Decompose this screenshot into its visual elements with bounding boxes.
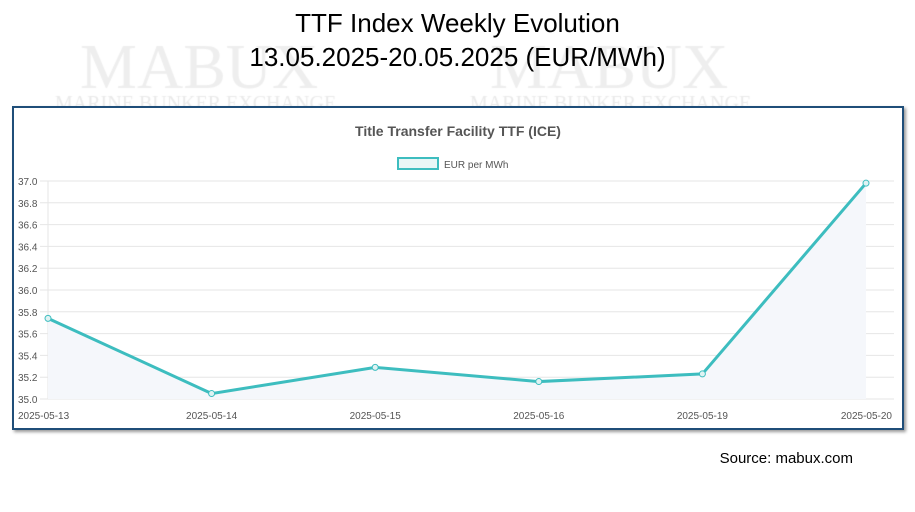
title-line-1: TTF Index Weekly Evolution <box>295 8 620 38</box>
line-chart: Title Transfer Facility TTF (ICE) EUR pe… <box>18 123 894 422</box>
y-tick-label: 35.6 <box>18 330 38 341</box>
x-tick-label: 2025-05-19 <box>677 411 729 422</box>
series-area <box>48 183 866 399</box>
data-point <box>44 314 52 322</box>
chart-container: Title Transfer Facility TTF (ICE) EUR pe… <box>12 106 904 430</box>
data-point <box>698 370 706 378</box>
x-tick-label: 2025-05-14 <box>186 411 238 422</box>
legend-swatch <box>397 157 439 170</box>
data-point <box>535 378 543 386</box>
y-tick-label: 37.0 <box>18 177 38 188</box>
x-tick-label: 2025-05-20 <box>841 411 893 422</box>
y-tick-label: 35.8 <box>18 308 38 319</box>
y-tick-label: 35.0 <box>18 395 38 406</box>
y-tick-label: 36.0 <box>18 286 38 297</box>
slide-title: TTF Index Weekly Evolution 13.05.2025-20… <box>0 6 915 74</box>
y-tick-label: 35.2 <box>18 373 38 384</box>
chart-title: Title Transfer Facility TTF (ICE) <box>355 123 561 139</box>
source-note: Source: mabux.com <box>719 450 853 467</box>
legend: EUR per MWh <box>397 157 508 171</box>
series-line <box>47 182 868 396</box>
y-tick-label: 36.6 <box>18 221 38 232</box>
legend-label: EUR per MWh <box>444 160 508 171</box>
x-tick-label: 2025-05-16 <box>513 411 565 422</box>
x-tick-label: 2025-05-15 <box>350 411 402 422</box>
y-tick-label: 35.4 <box>18 351 38 362</box>
y-tick-label: 36.8 <box>18 199 38 210</box>
y-tick-label: 36.4 <box>18 242 38 253</box>
data-point <box>862 179 870 187</box>
data-point <box>208 390 216 398</box>
data-point <box>371 363 379 371</box>
y-tick-label: 36.2 <box>18 264 38 275</box>
x-tick-label: 2025-05-13 <box>18 411 70 422</box>
title-line-2: 13.05.2025-20.05.2025 (EUR/MWh) <box>249 42 666 72</box>
